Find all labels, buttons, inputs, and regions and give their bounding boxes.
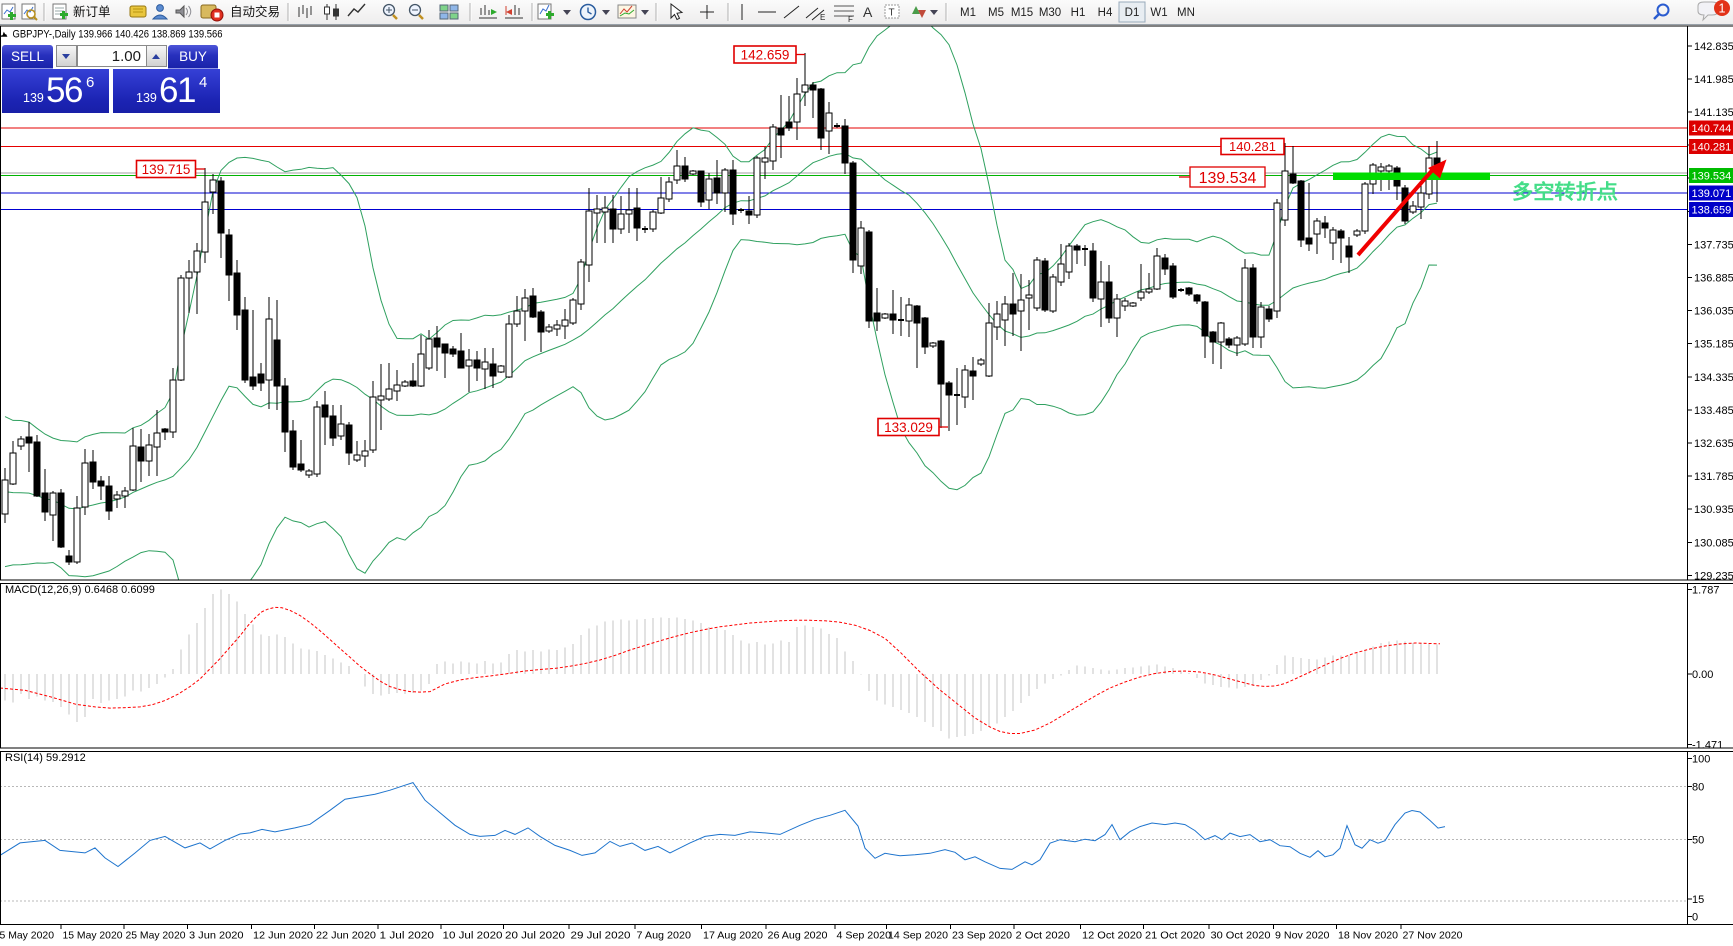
svg-text:5 May 2020: 5 May 2020 bbox=[0, 930, 54, 942]
svg-text:140.281: 140.281 bbox=[1692, 142, 1732, 154]
svg-text:12 Jun 2020: 12 Jun 2020 bbox=[253, 930, 313, 942]
svg-text:50: 50 bbox=[1692, 834, 1704, 846]
svg-text:140.281: 140.281 bbox=[1229, 139, 1276, 154]
svg-text:多空转折点: 多空转折点 bbox=[1512, 180, 1618, 204]
svg-text:135.185: 135.185 bbox=[1694, 339, 1733, 351]
svg-text:132.635: 132.635 bbox=[1694, 438, 1733, 450]
svg-text:-1.471: -1.471 bbox=[1692, 739, 1723, 751]
svg-text:21 Oct 2020: 21 Oct 2020 bbox=[1145, 930, 1205, 942]
svg-text:H1: H1 bbox=[1071, 7, 1086, 19]
svg-text:141.135: 141.135 bbox=[1694, 107, 1733, 119]
svg-text:M5: M5 bbox=[988, 7, 1004, 19]
svg-text:22 Jun 2020: 22 Jun 2020 bbox=[316, 930, 376, 942]
svg-text:133.029: 133.029 bbox=[884, 420, 933, 435]
svg-text:27 Nov 2020: 27 Nov 2020 bbox=[1403, 930, 1463, 942]
svg-text:26 Aug 2020: 26 Aug 2020 bbox=[768, 930, 828, 942]
svg-text:自动交易: 自动交易 bbox=[230, 4, 280, 19]
svg-text:129.235: 129.235 bbox=[1694, 570, 1733, 582]
svg-text:GBPJPY-,Daily 139.966 140.426: GBPJPY-,Daily 139.966 140.426 138.869 13… bbox=[13, 28, 223, 40]
svg-text:133.485: 133.485 bbox=[1694, 405, 1733, 417]
svg-text:M15: M15 bbox=[1011, 7, 1033, 19]
svg-text:136.035: 136.035 bbox=[1694, 306, 1733, 318]
svg-text:142.659: 142.659 bbox=[741, 47, 790, 62]
svg-text:9 Nov 2020: 9 Nov 2020 bbox=[1275, 930, 1330, 942]
svg-text:18 Nov 2020: 18 Nov 2020 bbox=[1338, 930, 1398, 942]
svg-text:M1: M1 bbox=[960, 7, 976, 19]
svg-text:F: F bbox=[848, 15, 853, 24]
svg-text:29 Jul 2020: 29 Jul 2020 bbox=[571, 930, 631, 942]
svg-text:142.835: 142.835 bbox=[1694, 41, 1733, 53]
svg-text:100: 100 bbox=[1692, 754, 1710, 766]
svg-text:14 Sep 2020: 14 Sep 2020 bbox=[888, 930, 948, 942]
svg-text:139.715: 139.715 bbox=[142, 162, 191, 177]
svg-text:15: 15 bbox=[1692, 894, 1704, 906]
svg-text:E: E bbox=[820, 13, 825, 22]
svg-text:1 Jul 2020: 1 Jul 2020 bbox=[380, 930, 435, 942]
svg-text:MN: MN bbox=[1177, 7, 1195, 19]
svg-text:12 Oct 2020: 12 Oct 2020 bbox=[1082, 930, 1142, 942]
svg-text:80: 80 bbox=[1692, 781, 1704, 793]
svg-text:130.935: 130.935 bbox=[1694, 504, 1733, 516]
svg-text:3 Jun 2020: 3 Jun 2020 bbox=[189, 930, 244, 942]
svg-text:M30: M30 bbox=[1039, 7, 1061, 19]
svg-text:30 Oct 2020: 30 Oct 2020 bbox=[1211, 930, 1271, 942]
svg-text:D1: D1 bbox=[1125, 7, 1140, 19]
svg-text:131.785: 131.785 bbox=[1694, 471, 1733, 483]
svg-text:20 Jul 2020: 20 Jul 2020 bbox=[505, 930, 565, 942]
svg-text:141.985: 141.985 bbox=[1694, 74, 1733, 86]
svg-text:A: A bbox=[863, 4, 873, 20]
svg-text:139.071: 139.071 bbox=[1692, 188, 1732, 200]
svg-text:0: 0 bbox=[1692, 911, 1698, 923]
svg-text:140.744: 140.744 bbox=[1692, 123, 1732, 135]
svg-text:137.735: 137.735 bbox=[1694, 239, 1733, 251]
svg-text:1.787: 1.787 bbox=[1692, 585, 1720, 597]
svg-text:10 Jul 2020: 10 Jul 2020 bbox=[443, 930, 503, 942]
svg-text:136.885: 136.885 bbox=[1694, 273, 1733, 285]
svg-text:15 May 2020: 15 May 2020 bbox=[63, 930, 123, 942]
svg-text:139.534: 139.534 bbox=[1199, 170, 1257, 187]
svg-text:130.085: 130.085 bbox=[1694, 537, 1733, 549]
svg-text:MACD(12,26,9) 0.6468 0.6099: MACD(12,26,9) 0.6468 0.6099 bbox=[5, 584, 155, 596]
svg-text:1: 1 bbox=[1719, 2, 1726, 16]
svg-text:7 Aug 2020: 7 Aug 2020 bbox=[637, 930, 692, 942]
svg-text:2 Oct 2020: 2 Oct 2020 bbox=[1016, 930, 1071, 942]
svg-text:H4: H4 bbox=[1098, 7, 1113, 19]
svg-text:W1: W1 bbox=[1150, 7, 1167, 19]
svg-text:139.534: 139.534 bbox=[1692, 171, 1732, 183]
svg-text:0.00: 0.00 bbox=[1692, 669, 1713, 681]
svg-text:138.659: 138.659 bbox=[1692, 205, 1732, 217]
svg-text:RSI(14) 59.2912: RSI(14) 59.2912 bbox=[5, 752, 86, 764]
svg-text:17 Aug 2020: 17 Aug 2020 bbox=[703, 930, 763, 942]
svg-text:134.335: 134.335 bbox=[1694, 372, 1733, 384]
svg-text:4 Sep 2020: 4 Sep 2020 bbox=[837, 930, 892, 942]
svg-text:T: T bbox=[889, 8, 895, 19]
svg-text:23 Sep 2020: 23 Sep 2020 bbox=[952, 930, 1012, 942]
svg-text:25 May 2020: 25 May 2020 bbox=[126, 930, 186, 942]
svg-text:新订单: 新订单 bbox=[73, 4, 111, 19]
